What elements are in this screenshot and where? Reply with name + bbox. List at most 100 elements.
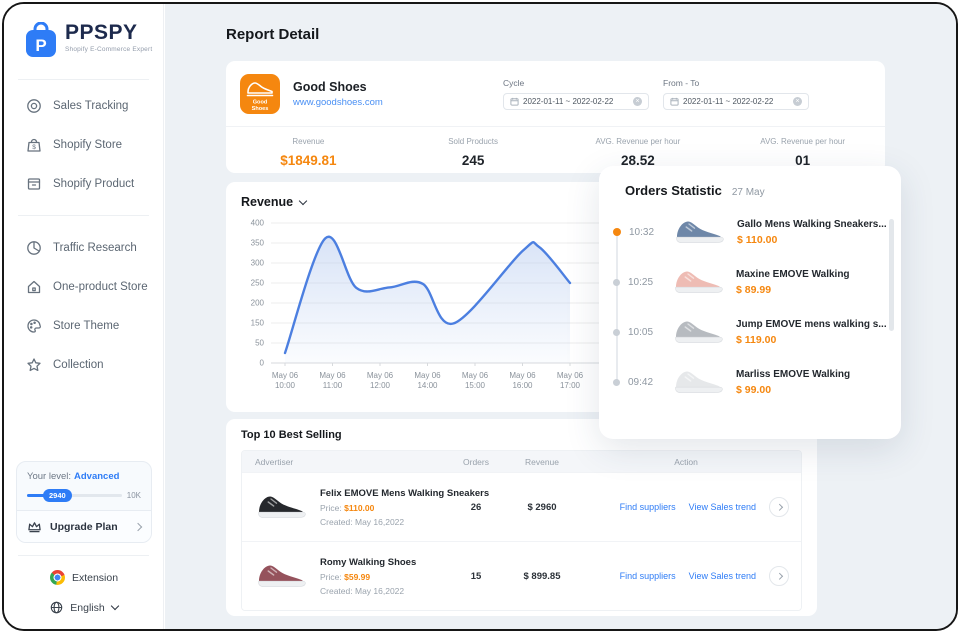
svg-text:14:00: 14:00	[417, 381, 438, 390]
clear-icon[interactable]: ×	[793, 96, 802, 106]
order-time: 09:42	[628, 376, 654, 388]
level-progress-badge: 2940	[43, 489, 72, 502]
extension-label: Extension	[71, 571, 119, 584]
from-to-label: From - To	[663, 77, 700, 88]
store-summary-card: Good Shoes Good Shoes www.goodshoes.com …	[226, 61, 885, 173]
cycle-date-value: 2022-01-11 ~ 2022-02-22	[523, 96, 614, 106]
from-to-date-value: 2022-01-11 ~ 2022-02-22	[683, 96, 774, 106]
language-selector[interactable]: English	[4, 601, 164, 614]
stat-avg-revenue-per-hour-2: AVG. Revenue per hour 01	[760, 137, 846, 168]
find-suppliers-link[interactable]: Find suppliers	[619, 502, 676, 512]
chrome-icon	[49, 570, 65, 585]
sidebar-item-sales-tracking[interactable]: Sales Tracking	[4, 86, 163, 125]
extension-button[interactable]: Extension	[4, 570, 164, 585]
sidebar-item-shopify-store[interactable]: $ Shopify Store	[4, 125, 163, 164]
order-list-item[interactable]: 10:32 Gallo Mens Walking Sneakers... $ 1…	[599, 207, 901, 257]
order-list-item[interactable]: 10:05 Jump EMOVE mens walking s... $ 119…	[599, 307, 901, 357]
divider	[18, 555, 149, 556]
orders-panel-date: 27 May	[731, 187, 765, 198]
best-selling-card: Top 10 Best Selling Advertiser Orders Re…	[226, 419, 817, 616]
order-time: 10:32	[629, 226, 655, 238]
order-price: $ 99.00	[736, 383, 772, 396]
scrollbar[interactable]	[889, 219, 894, 331]
chevron-down-icon	[110, 601, 119, 611]
svg-text:May 06: May 06	[367, 371, 394, 380]
product-price: Price: $59.99	[320, 571, 371, 582]
svg-text:May 06: May 06	[462, 371, 489, 380]
upgrade-plan-button[interactable]: Upgrade Plan	[17, 510, 151, 542]
stats-row: Revenue $1849.81 Sold Products 245 AVG. …	[226, 127, 885, 168]
upgrade-plan-label: Upgrade Plan	[50, 520, 118, 533]
language-label: English	[70, 601, 105, 614]
product-box-icon	[27, 177, 41, 190]
svg-text:15:00: 15:00	[465, 381, 486, 390]
order-product-name: Marliss EMOVE Walking	[736, 368, 851, 380]
chevron-right-icon	[775, 572, 783, 580]
main-content: Report Detail Good Shoes Good Shoes www.…	[165, 4, 956, 629]
product-image	[255, 491, 307, 523]
orders-count: 15	[470, 570, 482, 582]
table-row: Romy Walking Shoes Price: $59.99 Created…	[242, 541, 801, 610]
chart-metric-selector[interactable]: Revenue	[241, 195, 870, 209]
target-icon	[27, 98, 41, 113]
orders-count: 26	[470, 501, 482, 513]
star-icon	[27, 357, 41, 371]
order-product-name: Gallo Mens Walking Sneakers...	[737, 218, 887, 230]
revenue-value: $ 899.85	[523, 570, 561, 582]
order-list-item[interactable]: 10:25 Maxine EMOVE Walking $ 89.99	[599, 257, 901, 307]
order-product-name: Maxine EMOVE Walking	[736, 268, 850, 280]
row-expand-button[interactable]	[769, 566, 789, 586]
sidebar-nav: Sales Tracking $ Shopify Store Shopify P…	[4, 80, 163, 384]
svg-text:May 06: May 06	[414, 371, 441, 380]
row-expand-button[interactable]	[769, 497, 789, 517]
svg-text:350: 350	[251, 239, 265, 248]
sidebar-item-store-theme[interactable]: Store Theme	[4, 306, 163, 345]
orders-timeline: 10:32 Gallo Mens Walking Sneakers... $ 1…	[599, 207, 901, 407]
product-image	[672, 367, 724, 397]
find-suppliers-link[interactable]: Find suppliers	[619, 571, 676, 581]
timeline-dot	[613, 378, 620, 386]
clear-icon[interactable]: ×	[633, 96, 642, 106]
cycle-label: Cycle	[503, 77, 525, 88]
shoe-badge-icon: Good Shoes	[246, 81, 274, 112]
brand-logo[interactable]: P PPSPY Shopify E-Commerce Expert	[4, 4, 163, 58]
from-to-date-range-input[interactable]: 2022-01-11 ~ 2022-02-22 ×	[663, 92, 809, 110]
sidebar-item-one-product-store[interactable]: One-product Store	[4, 267, 163, 306]
page-title: Report Detail	[226, 26, 320, 43]
sidebar-item-label: Store Theme	[53, 319, 120, 332]
svg-text:150: 150	[251, 319, 265, 328]
best-selling-table: Advertiser Orders Revenue Action Felix E…	[241, 450, 802, 611]
chevron-right-icon	[775, 503, 783, 511]
sidebar-item-traffic-research[interactable]: Traffic Research	[4, 228, 163, 267]
palette-icon	[27, 318, 42, 333]
product-name: Felix EMOVE Mens Walking Sneakers	[320, 487, 490, 499]
store-url-link[interactable]: www.goodshoes.com	[293, 96, 383, 108]
table-header: Advertiser Orders Revenue Action	[242, 451, 801, 472]
stat-sold-products: Sold Products 245	[448, 137, 499, 168]
column-header-advertiser: Advertiser	[255, 456, 294, 467]
sidebar-item-collection[interactable]: Collection	[4, 345, 163, 384]
order-list-item[interactable]: 09:42 Marliss EMOVE Walking $ 99.00	[599, 357, 901, 407]
svg-text:May 06: May 06	[509, 371, 536, 380]
revenue-value: $ 2960	[527, 501, 557, 513]
ppspy-bag-icon: P	[26, 22, 56, 57]
sidebar-item-label: Collection	[53, 358, 104, 371]
cycle-date-range-input[interactable]: 2022-01-11 ~ 2022-02-22 ×	[503, 92, 649, 110]
table-row: Felix EMOVE Mens Walking Sneakers Price:…	[242, 472, 801, 541]
svg-text:50: 50	[255, 339, 264, 348]
column-header-orders: Orders	[463, 456, 489, 467]
svg-text:12:00: 12:00	[370, 381, 391, 390]
store-bag-icon: $	[27, 138, 41, 152]
svg-text:11:00: 11:00	[323, 381, 343, 390]
calendar-icon	[510, 97, 519, 106]
sidebar-item-shopify-product[interactable]: Shopify Product	[4, 164, 163, 203]
svg-text:300: 300	[251, 259, 265, 268]
column-header-action: Action	[674, 456, 698, 467]
globe-icon	[51, 601, 63, 614]
svg-text:200: 200	[251, 299, 265, 308]
view-sales-trend-link[interactable]: View Sales trend	[688, 502, 756, 512]
chevron-right-icon	[133, 522, 143, 531]
product-price: Price: $110.00	[320, 502, 375, 513]
view-sales-trend-link[interactable]: View Sales trend	[688, 571, 756, 581]
product-created: Created: May 16,2022	[320, 516, 405, 527]
